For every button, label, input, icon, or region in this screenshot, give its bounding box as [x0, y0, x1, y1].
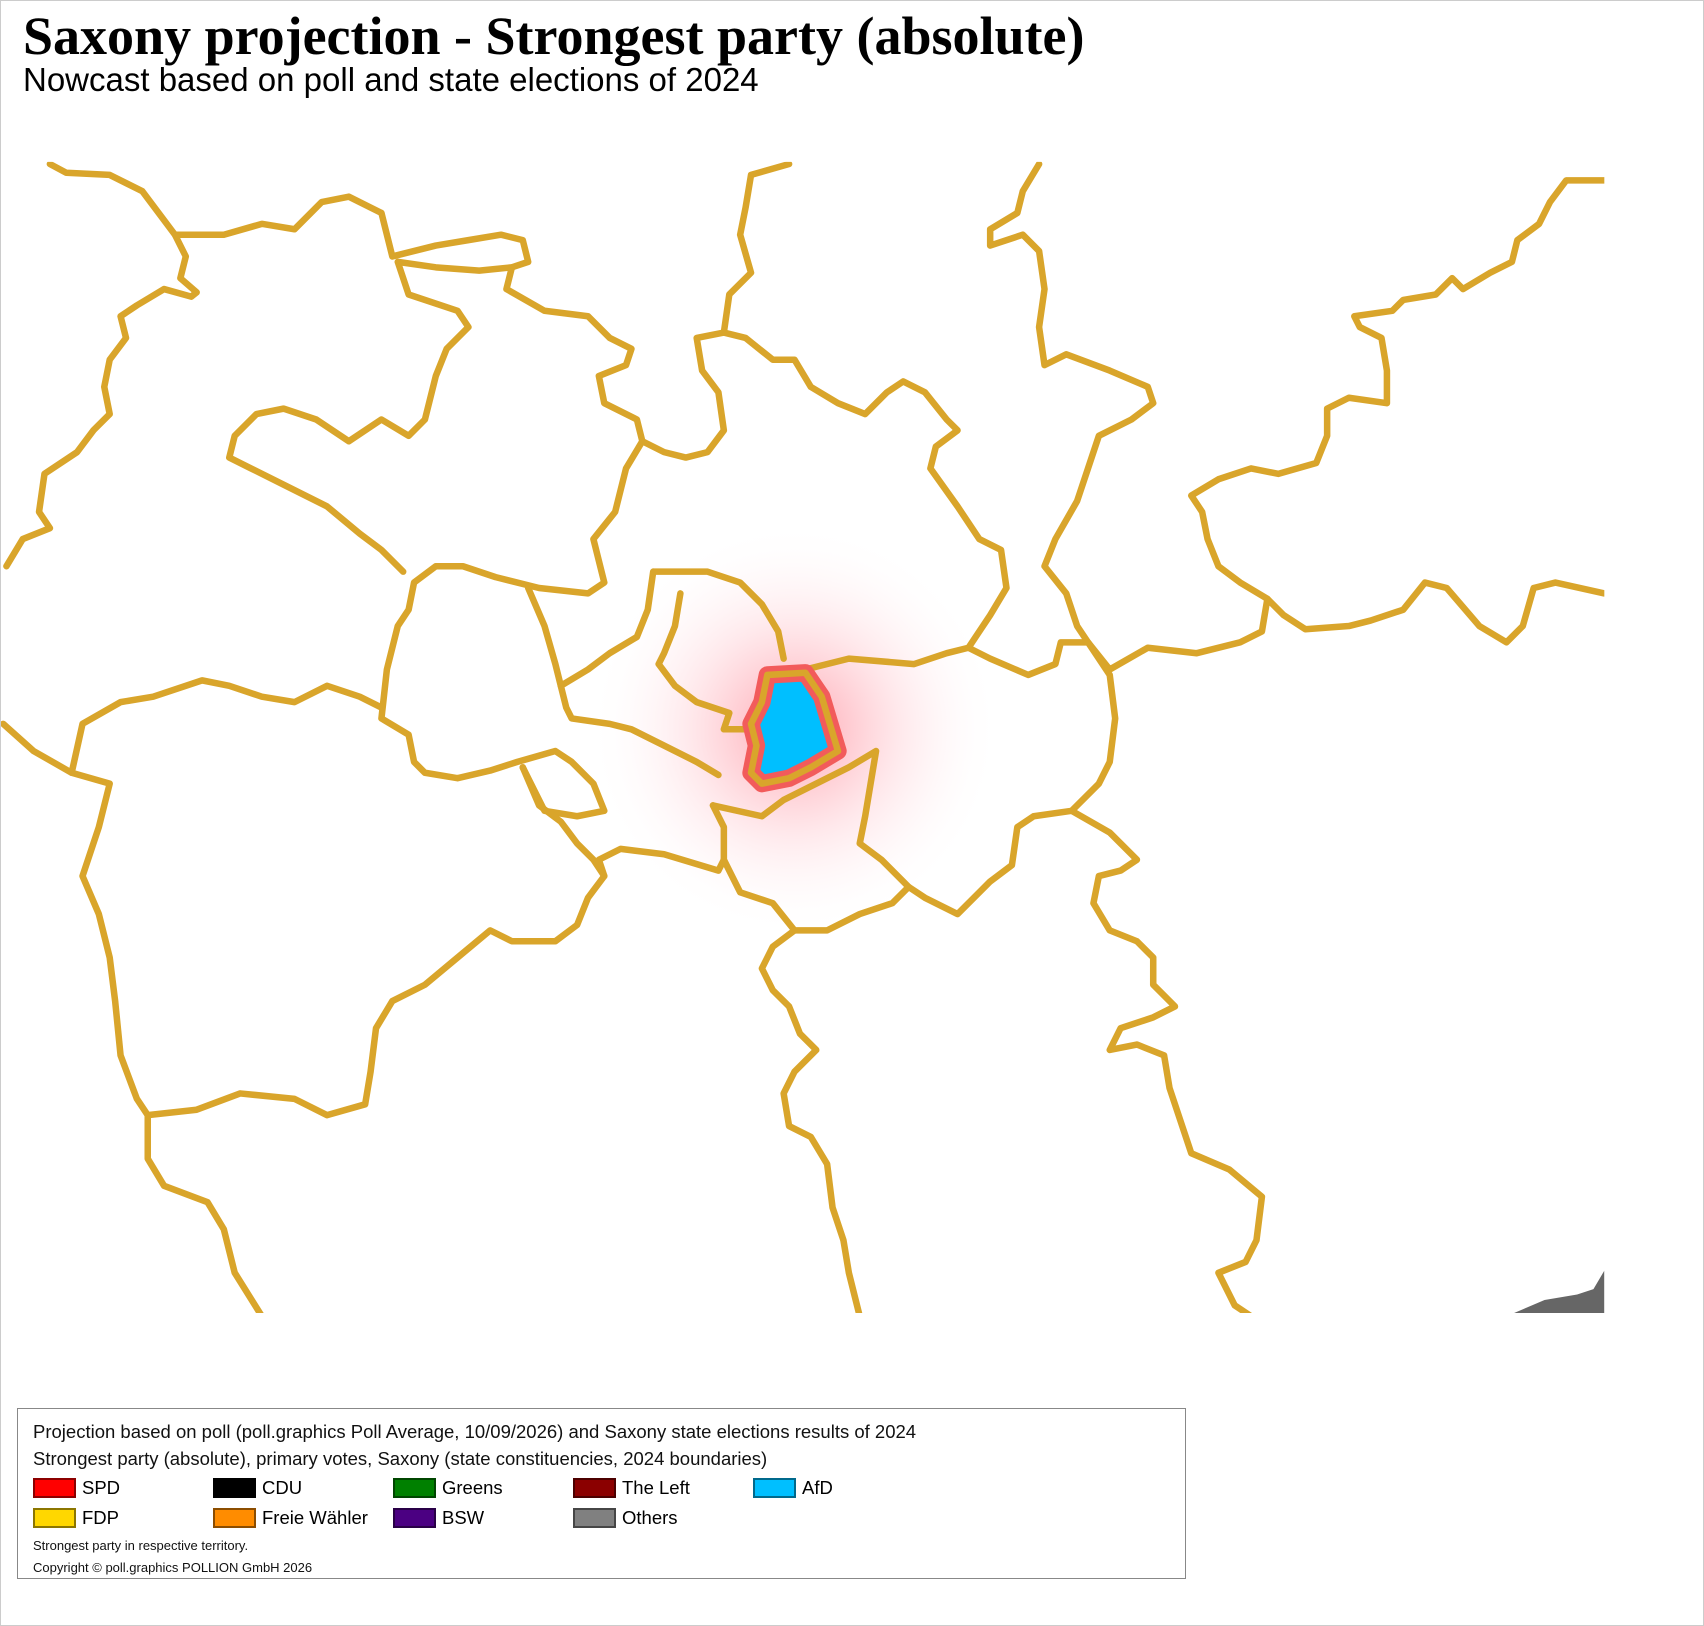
legend-label: FDP [82, 1507, 119, 1528]
legend-swatch [573, 1478, 616, 1498]
legend-label: AfD [802, 1477, 833, 1498]
legend-entry: Greens [393, 1476, 503, 1500]
title: Saxony projection - Strongest party (abs… [23, 6, 1085, 66]
legend-entry: The Left [573, 1476, 690, 1500]
neighbor-area [1514, 1270, 1605, 1314]
legend-entry: CDU [213, 1476, 302, 1500]
legend-swatch [33, 1478, 76, 1498]
legend-label: Greens [442, 1477, 503, 1498]
legend-note: Copyright © poll.graphics POLLION GmbH 2… [33, 1560, 313, 1575]
legend-entry: AfD [753, 1476, 833, 1500]
subtitle: Nowcast based on poll and state election… [23, 61, 759, 98]
legend-entry: FDP [33, 1506, 119, 1530]
legend-label: BSW [442, 1507, 485, 1528]
legend-swatch [753, 1478, 796, 1498]
legend-note: Strongest party in respective territory. [33, 1538, 249, 1553]
map-shapes [1, 161, 1605, 1314]
constituency-borders [1, 161, 1605, 1314]
legend-label: Freie Wähler [262, 1507, 368, 1528]
legend-swatch [573, 1508, 616, 1528]
legend-line: Strongest party (absolute), primary vote… [33, 1448, 768, 1469]
legend-entry: SPD [33, 1476, 120, 1500]
legend-swatch [213, 1508, 256, 1528]
legend-swatch [393, 1508, 436, 1528]
legend-entry: Others [573, 1506, 678, 1530]
legend-label: CDU [262, 1477, 303, 1498]
legend-swatch [393, 1478, 436, 1498]
legend-entry: Freie Wähler [213, 1506, 368, 1530]
legend-swatch [33, 1508, 76, 1528]
map [1, 161, 1605, 1314]
legend-entry: BSW [393, 1506, 484, 1530]
legend-swatch [213, 1478, 256, 1498]
legend-label: SPD [82, 1477, 121, 1498]
legend-label: Others [622, 1507, 678, 1528]
legend-line: Projection based on poll (poll.graphics … [33, 1421, 917, 1442]
legend-label: The Left [622, 1477, 690, 1498]
legend: Projection based on poll (poll.graphics … [17, 1408, 1186, 1579]
